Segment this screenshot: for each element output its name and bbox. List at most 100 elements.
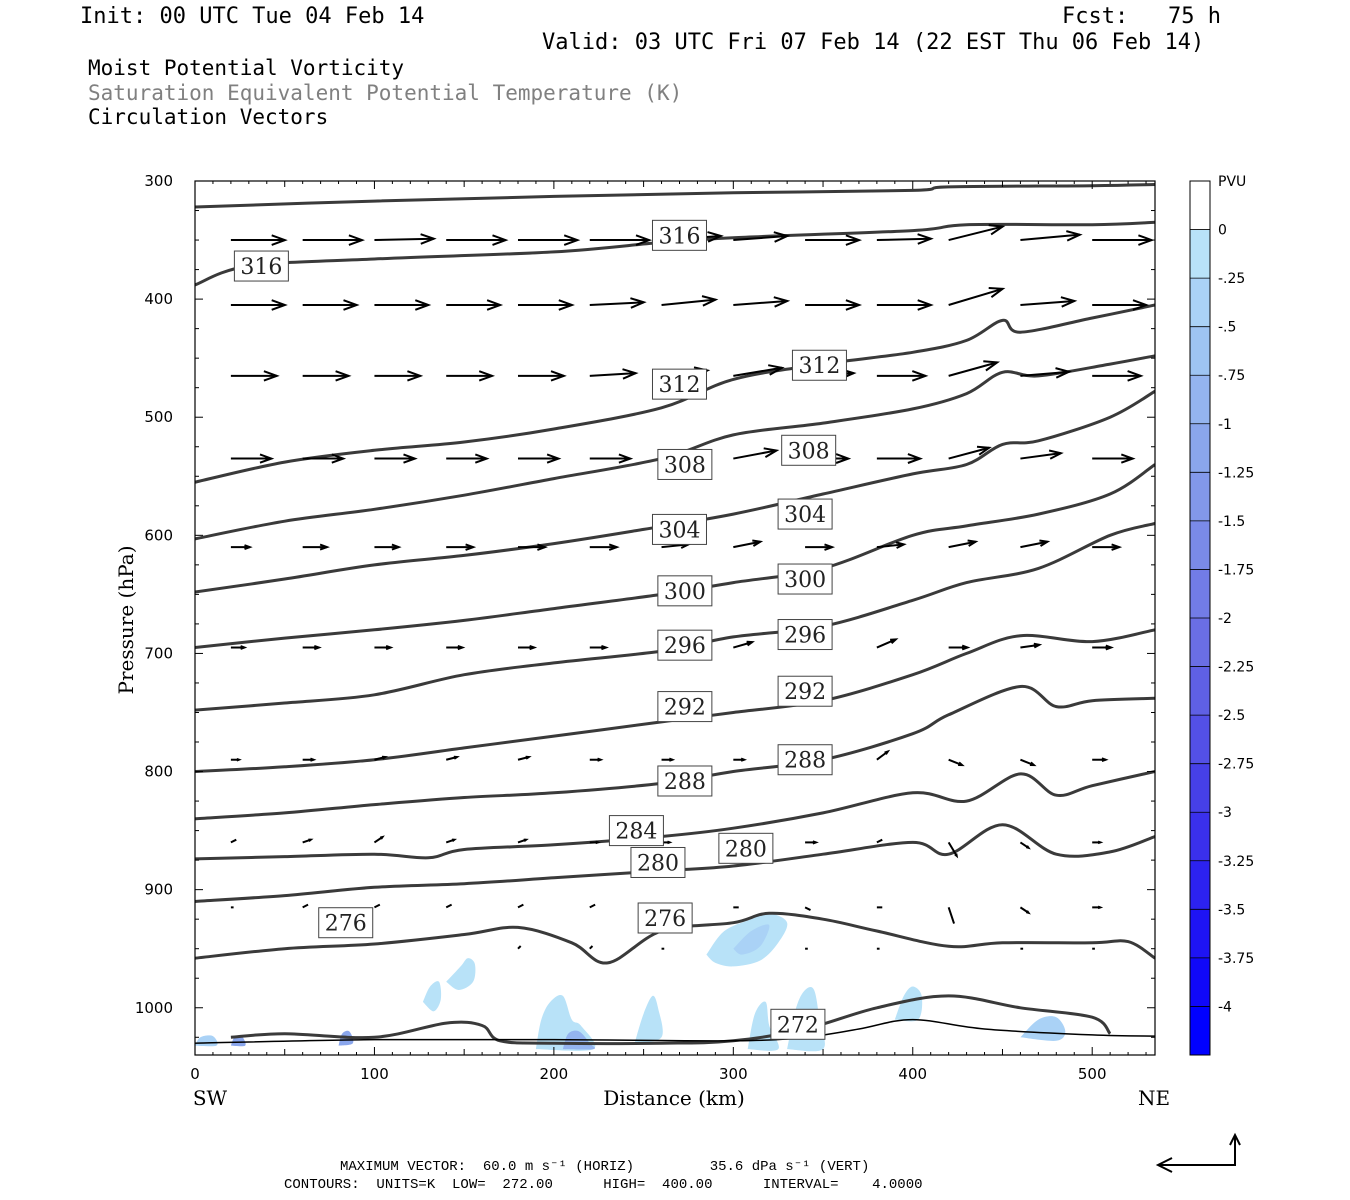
contour-label: 304 [651,513,707,545]
vector-arrow [445,838,458,844]
vector-arrow [589,368,639,380]
svg-text:296: 296 [784,624,826,649]
vector-arrow [517,945,522,950]
vector-arrow [302,543,330,551]
colorbar-tick-label: -3.75 [1218,951,1254,967]
contour-line-284 [195,823,1155,903]
contour-label: 292 [657,691,713,723]
vector-arrow [230,544,253,551]
svg-text:280: 280 [725,837,767,862]
svg-text:288: 288 [784,749,826,774]
svg-text:276: 276 [644,907,686,932]
contour-line-320 [195,183,1155,209]
vector-arrow [302,299,360,311]
colorbar-swatch [1190,909,1210,959]
vector-arrow [230,453,275,464]
contour-label: 312 [791,349,847,381]
vector-arrow [589,543,620,551]
vector-arrow [947,907,955,924]
svg-text:280: 280 [637,851,679,876]
colorbar-swatch [1190,957,1210,1007]
contour-label: 304 [777,498,833,530]
vector-arrow [733,364,785,377]
svg-text:316: 316 [240,255,282,280]
vector-arrow [374,644,394,651]
vector-arrow [517,234,581,246]
vector-arrow [374,233,437,245]
colorbar-tick-label: -1.25 [1218,465,1254,481]
vector-arrow [589,945,594,950]
contour-line-288 [195,770,1155,861]
field-title-vectors: Circulation Vectors [88,105,329,129]
colorbar-tick-label: 0 [1218,223,1227,239]
vector-arrow [948,360,1001,377]
vector-arrow [517,299,575,311]
vector-arrow [805,234,863,246]
vector-arrow [374,370,424,382]
field-title-theta-es: Saturation Equivalent Potential Temperat… [88,81,683,105]
vector-arrow [1019,841,1031,850]
colorbar-swatch [1190,763,1210,813]
colorbar-swatch [1190,1006,1210,1056]
plot-frame [194,180,1156,1056]
contour-label: 316 [233,250,289,282]
vector-arrow [230,838,237,844]
vector-arrow [1092,905,1104,910]
vector-arrow [661,295,719,307]
forecast-hour: Fcst: 75 h [1062,4,1221,29]
colorbar-tick-label: -.25 [1218,271,1245,287]
colorbar-tick-label: -2.25 [1218,660,1254,676]
colorbar-swatch [1190,812,1210,862]
contour-line-300 [195,522,1155,712]
vector-arrow [446,543,477,551]
vector-arrow [947,841,959,859]
valid-time: Valid: 03 UTC Fri 07 Feb 14 (22 EST Thu … [542,30,1205,55]
vector-arrow [948,539,979,549]
vector-arrow [733,640,755,649]
x-tick-label: 0 [190,1065,200,1083]
vector-arrow [446,370,496,382]
vector-arrow [1020,539,1051,549]
pv-patch-6 [634,995,663,1044]
y-tick-label: 400 [144,290,173,308]
colorbar-tick-label: -3.5 [1218,902,1245,918]
contour-line-308 [195,389,1155,594]
svg-text:300: 300 [784,568,826,593]
vector-arrow [948,287,1006,306]
vector-arrow [589,840,601,845]
vector-arrow [1092,757,1109,763]
colorbar-tick-label: -2 [1218,611,1232,627]
colorbar-tick-label: -3 [1218,805,1232,821]
contour-labels: 316 316 312 312 308 308 304 304 300 300 296 296 292 2… [233,219,847,1040]
vector-arrow [374,299,432,311]
svg-text:308: 308 [664,453,706,478]
vector-arrow [374,453,418,464]
colorbar-tick-label: -.75 [1218,368,1245,384]
contour-label: 280 [718,832,774,864]
colorbar-swatch [1190,520,1210,570]
svg-text:300: 300 [664,580,706,605]
vector-arrow [302,644,322,651]
y-tick-label: 300 [144,172,173,190]
vector-arrow [876,370,929,382]
vector-arrow [302,370,352,382]
vector-arrow [1092,543,1123,551]
svg-text:304: 304 [784,503,826,528]
colorbar-swatch [1190,618,1210,668]
colorbar-swatch [1190,375,1210,425]
contour-line-2 [195,303,1155,484]
vector-arrow [374,543,402,551]
contour-label: 312 [651,368,707,400]
vector-arrow [876,541,907,549]
vector-arrow [302,838,314,844]
vector-arrow [876,638,899,649]
x-tick-label: 500 [1078,1065,1107,1083]
vector-arrow [1092,840,1104,845]
colorbar-swatch [1190,472,1210,522]
vector-arrow [805,840,819,845]
vector-arrow [589,644,609,651]
vector-arrow [1092,370,1144,382]
colorbar-swatch [1190,181,1210,231]
vector-arrow [1020,449,1064,460]
vector-arrow [302,453,347,464]
